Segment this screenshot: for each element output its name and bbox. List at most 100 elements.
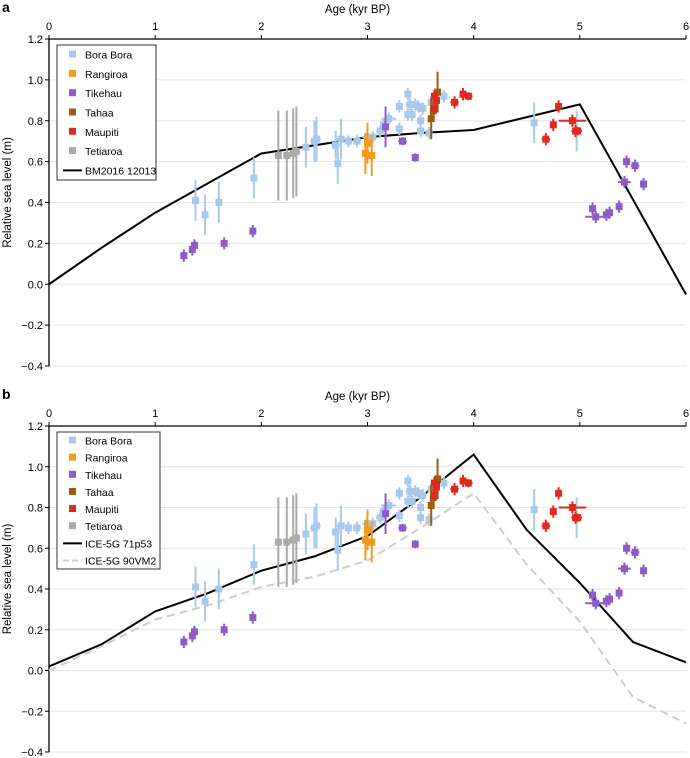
data-point — [549, 508, 557, 516]
data-point — [419, 491, 427, 499]
data-point — [430, 92, 438, 100]
data-point — [385, 115, 393, 123]
data-point — [395, 489, 403, 497]
data-point — [459, 477, 467, 485]
data-point — [404, 477, 412, 485]
y-tick-label: 0.6 — [28, 543, 43, 555]
data-point — [451, 485, 459, 493]
legend-swatch — [69, 522, 76, 530]
data-point — [555, 102, 563, 110]
data-point — [376, 127, 384, 135]
x-tick-label: 4 — [471, 21, 477, 33]
legend-swatch — [69, 127, 76, 135]
data-point — [425, 129, 433, 137]
data-point — [440, 92, 448, 100]
data-point — [395, 125, 403, 133]
data-point — [549, 121, 557, 129]
data-point — [344, 137, 352, 145]
legend-swatch — [69, 89, 76, 97]
data-point — [395, 512, 403, 520]
x-tick-label: 5 — [577, 408, 583, 420]
panel-a: a 1.2 1.0 0.8 0.6 0.4 0.2 0.0 −0.2 −0.4 0 1 2 3 4 5 6 Age… — [2, 0, 689, 373]
x-tick-label: 2 — [258, 408, 264, 420]
data-point — [542, 135, 550, 143]
x-tick-label: 1 — [152, 21, 158, 33]
data-point — [530, 506, 538, 514]
data-point — [615, 589, 623, 597]
data-point — [464, 92, 472, 100]
y-tick-label: −0.2 — [21, 320, 43, 332]
series-maupiti — [430, 474, 587, 532]
data-point — [249, 227, 257, 235]
data-point — [417, 127, 425, 135]
data-point — [337, 135, 345, 143]
data-point — [313, 522, 321, 530]
legend-label: Tahaa — [85, 487, 114, 499]
y-axis-title: Relative sea level (m) — [2, 137, 14, 248]
legend-swatch — [69, 436, 76, 444]
data-point — [574, 127, 582, 135]
data-point — [408, 497, 416, 505]
legend-swatch — [69, 50, 76, 58]
data-point — [361, 536, 369, 544]
data-point — [623, 544, 631, 552]
legend-label: Tikehau — [85, 470, 122, 482]
data-point — [589, 591, 597, 599]
data-point — [606, 209, 614, 217]
legend-label: Bora Bora — [85, 436, 132, 448]
data-point — [369, 520, 377, 528]
y-tick-label: 0.8 — [28, 116, 43, 128]
data-point — [364, 526, 371, 534]
data-point — [344, 524, 352, 532]
data-point — [615, 203, 623, 211]
x-tick-label: 4 — [471, 408, 477, 420]
x-tick-label: 0 — [46, 408, 52, 420]
data-point — [302, 143, 310, 151]
data-point — [337, 522, 345, 530]
x-tick-label: 1 — [152, 408, 158, 420]
model-line-ice-5g-90vm2 — [48, 491, 687, 725]
y-tick-label: 1.2 — [28, 34, 43, 46]
legend-swatch — [69, 69, 76, 77]
data-point — [192, 196, 200, 204]
legend-swatch — [69, 487, 76, 495]
data-point — [451, 98, 459, 106]
data-point — [574, 514, 582, 522]
data-point — [568, 117, 576, 125]
y-tick-label: 0.4 — [28, 584, 43, 596]
data-point — [417, 504, 425, 511]
panel-label: a — [2, 0, 10, 15]
series-maupiti — [430, 88, 587, 146]
x-tick-label: 6 — [683, 408, 689, 420]
y-tick-label: 0.4 — [28, 198, 43, 210]
legend-label: Tahaa — [85, 108, 114, 120]
data-point — [190, 628, 198, 636]
x-axis-title: Age (kyr BP) — [325, 4, 390, 16]
data-point — [414, 489, 422, 497]
data-point — [631, 162, 639, 170]
series-rangiroa — [361, 122, 376, 176]
y-tick-label: −0.4 — [21, 361, 43, 373]
data-point — [361, 149, 369, 157]
data-point — [592, 213, 600, 221]
data-point — [430, 479, 438, 487]
legend-label: ICE-5G 90VM2 — [85, 555, 156, 567]
data-point — [414, 102, 422, 110]
data-point — [313, 135, 321, 143]
data-point — [606, 595, 614, 603]
data-point — [201, 211, 209, 219]
x-tick-label: 2 — [258, 21, 264, 33]
data-point — [250, 174, 258, 182]
data-point — [220, 626, 228, 634]
data-point — [640, 567, 648, 575]
data-point — [408, 111, 416, 119]
y-tick-label: 1.2 — [28, 421, 43, 433]
panel-label: b — [2, 386, 11, 402]
data-point — [250, 561, 258, 569]
data-point — [640, 180, 648, 188]
data-point — [302, 530, 310, 538]
data-point — [215, 199, 223, 206]
data-point — [530, 119, 538, 127]
y-tick-label: 1.0 — [28, 75, 43, 87]
legend-swatch — [69, 505, 76, 513]
